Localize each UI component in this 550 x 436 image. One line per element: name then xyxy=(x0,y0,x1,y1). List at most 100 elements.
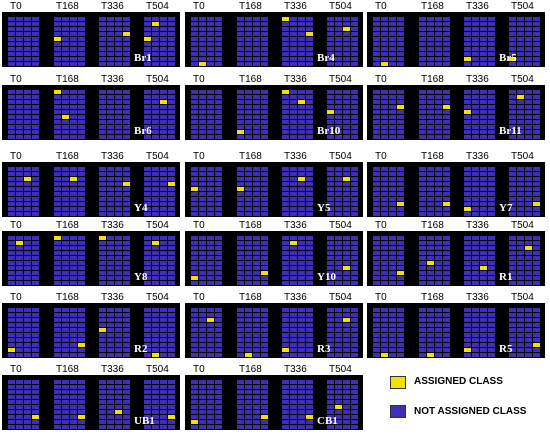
unassigned-cell xyxy=(70,251,77,255)
unassigned-cell xyxy=(62,57,69,61)
unassigned-cell xyxy=(419,182,426,186)
unassigned-cell xyxy=(70,90,77,94)
unassigned-cell xyxy=(215,42,222,46)
unassigned-cell xyxy=(160,323,167,327)
unassigned-cell xyxy=(54,338,61,342)
unassigned-cell xyxy=(99,261,106,265)
unassigned-cell xyxy=(517,281,524,285)
unassigned-cell xyxy=(298,276,305,280)
unassigned-cell xyxy=(115,52,122,56)
unassigned-cell xyxy=(123,308,130,312)
unassigned-cell xyxy=(351,47,358,51)
unassigned-cell xyxy=(199,135,206,139)
unassigned-cell xyxy=(123,52,130,56)
unassigned-cell xyxy=(381,130,388,134)
assigned-cell xyxy=(245,353,252,357)
unassigned-cell xyxy=(480,318,487,322)
unassigned-cell xyxy=(253,425,260,429)
unassigned-cell xyxy=(282,343,289,347)
unassigned-cell xyxy=(78,202,85,206)
som-grid-t336 xyxy=(282,167,313,216)
unassigned-cell xyxy=(509,202,516,206)
unassigned-cell xyxy=(245,333,252,337)
som-grid-t0 xyxy=(191,380,222,429)
unassigned-cell xyxy=(472,187,479,191)
unassigned-cell xyxy=(191,395,198,399)
unassigned-cell xyxy=(8,172,15,176)
unassigned-cell xyxy=(24,390,31,394)
unassigned-cell xyxy=(8,22,15,26)
unassigned-cell xyxy=(207,62,214,66)
unassigned-cell xyxy=(261,110,268,114)
unassigned-cell xyxy=(480,47,487,51)
unassigned-cell xyxy=(168,261,175,265)
assigned-cell xyxy=(199,62,206,66)
unassigned-cell xyxy=(160,37,167,41)
unassigned-cell xyxy=(298,261,305,265)
unassigned-cell xyxy=(327,380,334,384)
unassigned-cell xyxy=(24,380,31,384)
unassigned-cell xyxy=(509,120,516,124)
unassigned-cell xyxy=(160,182,167,186)
unassigned-cell xyxy=(533,308,540,312)
unassigned-cell xyxy=(160,42,167,46)
unassigned-cell xyxy=(245,172,252,176)
unassigned-cell xyxy=(472,52,479,56)
unassigned-cell xyxy=(78,22,85,26)
unassigned-cell xyxy=(107,187,114,191)
unassigned-cell xyxy=(123,395,130,399)
unassigned-cell xyxy=(464,120,471,124)
unassigned-cell xyxy=(290,276,297,280)
unassigned-cell xyxy=(443,100,450,104)
unassigned-cell xyxy=(298,52,305,56)
unassigned-cell xyxy=(443,318,450,322)
unassigned-cell xyxy=(62,246,69,250)
unassigned-cell xyxy=(464,95,471,99)
unassigned-cell xyxy=(472,313,479,317)
panel-br11: Br11 xyxy=(367,85,545,140)
unassigned-cell xyxy=(107,236,114,240)
unassigned-cell xyxy=(282,47,289,51)
unassigned-cell xyxy=(191,236,198,240)
unassigned-cell xyxy=(115,120,122,124)
unassigned-cell xyxy=(152,338,159,342)
unassigned-cell xyxy=(381,182,388,186)
unassigned-cell xyxy=(290,57,297,61)
unassigned-cell xyxy=(191,95,198,99)
unassigned-cell xyxy=(419,276,426,280)
unassigned-cell xyxy=(123,348,130,352)
unassigned-cell xyxy=(245,425,252,429)
unassigned-cell xyxy=(160,251,167,255)
unassigned-cell xyxy=(215,236,222,240)
unassigned-cell xyxy=(253,380,260,384)
som-grid-t504 xyxy=(144,17,175,66)
unassigned-cell xyxy=(419,115,426,119)
unassigned-cell xyxy=(290,115,297,119)
unassigned-cell xyxy=(435,308,442,312)
unassigned-cell xyxy=(152,105,159,109)
assigned-cell xyxy=(335,405,342,409)
time-label-t168: T168 xyxy=(56,151,79,162)
unassigned-cell xyxy=(123,37,130,41)
unassigned-cell xyxy=(517,182,524,186)
unassigned-cell xyxy=(397,212,404,216)
unassigned-cell xyxy=(443,251,450,255)
unassigned-cell xyxy=(215,90,222,94)
unassigned-cell xyxy=(199,120,206,124)
unassigned-cell xyxy=(419,62,426,66)
unassigned-cell xyxy=(99,27,106,31)
unassigned-cell xyxy=(70,105,77,109)
unassigned-cell xyxy=(54,380,61,384)
unassigned-cell xyxy=(389,328,396,332)
som-grid-t168 xyxy=(419,308,450,357)
assigned-cell xyxy=(191,276,198,280)
unassigned-cell xyxy=(54,425,61,429)
unassigned-cell xyxy=(8,246,15,250)
unassigned-cell xyxy=(144,182,151,186)
unassigned-cell xyxy=(373,202,380,206)
unassigned-cell xyxy=(70,380,77,384)
unassigned-cell xyxy=(397,182,404,186)
unassigned-cell xyxy=(99,323,106,327)
unassigned-cell xyxy=(237,385,244,389)
unassigned-cell xyxy=(427,120,434,124)
